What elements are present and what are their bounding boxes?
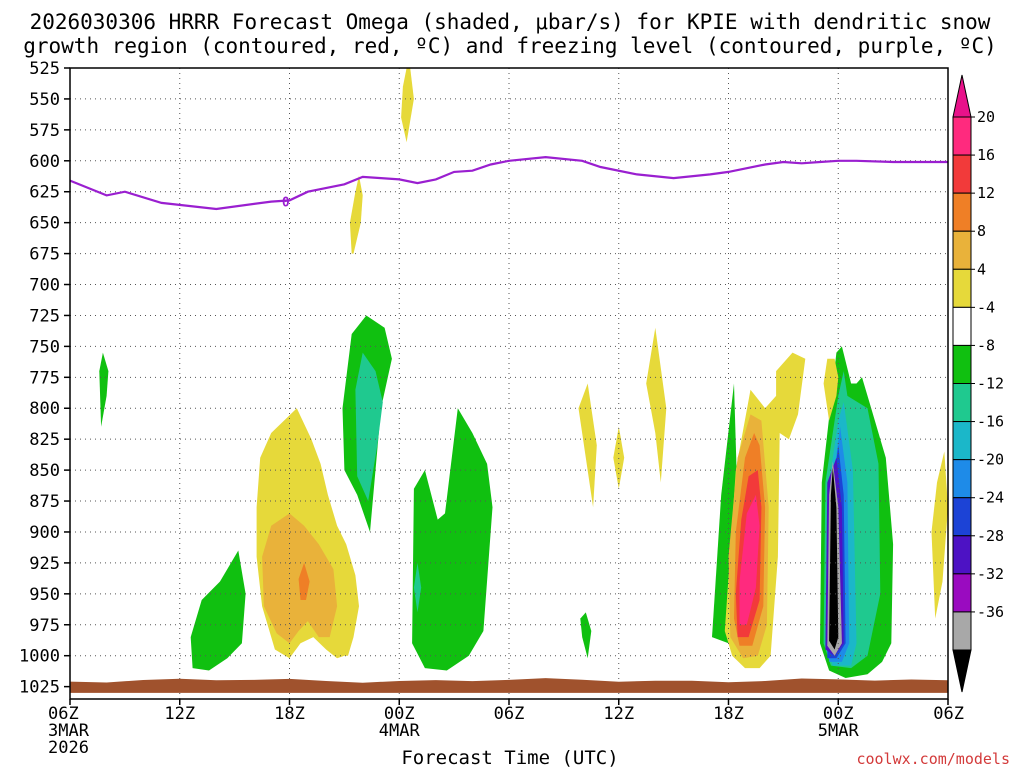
colorbar-label: 20 [977,108,995,126]
y-tick-label: 725 [29,306,60,326]
y-tick-label: 1025 [19,678,60,698]
y-tick-label: 1000 [19,647,60,667]
chart-title-line-2: growth region (contoured, red, ºC) and f… [23,34,997,58]
colorbar-label: 12 [977,184,995,202]
y-tick-label: 975 [29,616,60,636]
omega-region-3 [349,175,363,254]
colorbar-label: -16 [977,413,1004,431]
colorbar-label: -24 [977,489,1004,507]
omega-region-14 [646,327,667,483]
x-tick-label: 12Z [603,704,634,724]
y-tick-label: 800 [29,399,60,419]
omega-region-30 [931,451,948,619]
colorbar-band [952,230,972,270]
x-tick-date: 3MAR [48,721,90,741]
x-tick-label: 06Z [48,704,79,724]
colorbar-top-arrow [952,74,972,118]
freezing-level-line [69,155,948,211]
colorbar-band [952,497,972,537]
y-tick-label: 750 [29,337,60,357]
x-tick-date: 5MAR [818,721,860,741]
y-tick-label: 525 [29,59,60,79]
colorbar-band [952,154,972,194]
colorbar-band [952,421,972,461]
colorbar: 20 16 12 8 4 -4 -8 -12 -16 -20 -24 -28 -32 -36 [952,74,1004,693]
colorbar-label: 4 [977,260,986,278]
omega-region-13 [613,426,625,489]
colorbar-band [952,383,972,423]
colorbar-label: -20 [977,451,1004,469]
colorbar-band [952,611,972,651]
y-tick-label: 675 [29,245,60,265]
x-tick-label: 00Z [384,704,415,724]
omega-region-9 [412,408,493,671]
colorbar-band [952,344,972,384]
y-tick-label: 875 [29,492,60,512]
y-tick-label: 900 [29,523,60,543]
omega-region-20 [739,494,760,625]
omega-region-5 [99,352,109,427]
y-tick-label: 600 [29,152,60,172]
y-tick-label: 575 [29,121,60,141]
freezing-level-layer: 0 [69,155,948,211]
colorbar-band [952,573,972,613]
colorbar-label: -8 [977,336,995,354]
colorbar-band [952,192,972,232]
omega-region-28 [829,467,839,650]
x-tick-label: 18Z [713,704,744,724]
omega-region-10 [413,562,422,613]
omega-region-12 [578,383,597,508]
x-tick-label: 18Z [274,704,305,724]
omega-region-4 [401,68,414,143]
terrain-layer [70,678,948,693]
colorbar-band [952,459,972,499]
x-tick-year: 2026 [48,738,89,758]
x-tick-label: 12Z [164,704,195,724]
x-tick-label: 06Z [494,704,525,724]
colorbar-band [952,268,972,308]
omega-region-6 [190,550,246,671]
y-axis-ticks: 525 550 575 600 625 650 675 700 725 750 775 800 825 8… [19,59,70,698]
x-tick-label: 00Z [823,704,854,724]
colorbar-label: -4 [977,298,995,316]
y-tick-label: 825 [29,430,60,450]
y-tick-label: 700 [29,276,60,296]
colorbar-band [952,535,972,575]
y-tick-label: 925 [29,554,60,574]
terrain-surface [70,678,948,693]
plot-area: 0 [69,68,948,699]
colorbar-label: 16 [977,146,995,164]
colorbar-band [952,306,972,346]
omega-region-29 [823,358,839,421]
omega-region-2 [298,562,310,600]
gridlines [70,68,948,699]
y-tick-label: 625 [29,183,60,203]
y-tick-label: 775 [29,368,60,388]
colorbar-label: -32 [977,565,1004,583]
y-tick-label: 550 [29,90,60,110]
colorbar-label: 8 [977,222,986,240]
colorbar-label: -12 [977,375,1004,393]
colorbar-band [952,116,972,156]
x-tick-label: 06Z [933,704,964,724]
omega-region-8 [355,352,383,501]
colorbar-label: -28 [977,527,1004,545]
credit-text: coolwx.com/models [856,750,1010,768]
freezing-level-label: 0 [282,196,290,211]
colorbar-bottom-arrow [952,649,972,693]
x-tick-date: 4MAR [379,721,421,741]
x-axis-label: Forecast Time (UTC) [401,747,618,768]
omega-region-11 [580,612,592,659]
chart-title-line-1: 2026030306 HRRR Forecast Omega (shaded, … [30,10,991,34]
colorbar-label: -36 [977,603,1004,621]
y-tick-label: 950 [29,585,60,605]
y-tick-label: 850 [29,461,60,481]
y-tick-label: 650 [29,214,60,234]
omega-shading-layer [99,68,948,678]
